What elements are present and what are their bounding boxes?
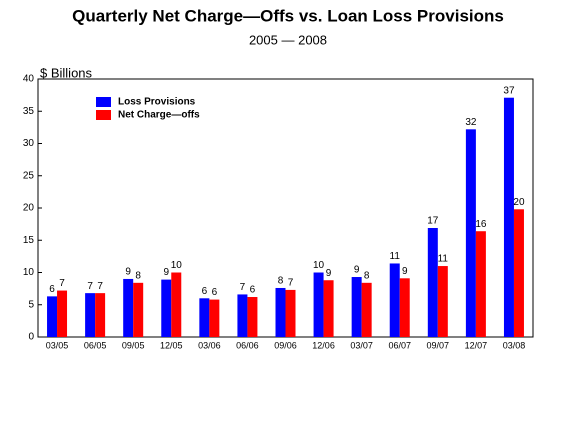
value-label: 8 — [278, 276, 284, 287]
value-label: 7 — [87, 281, 93, 292]
x-tick-label: 06/06 — [236, 340, 259, 350]
bar — [323, 280, 334, 337]
legend-swatch — [96, 110, 111, 120]
y-tick-label: 15 — [23, 235, 35, 246]
bar — [351, 277, 362, 337]
value-label: 9 — [125, 267, 131, 278]
value-label: 7 — [288, 278, 294, 289]
bar — [209, 299, 220, 337]
y-tick-label: 40 — [23, 74, 35, 85]
x-tick-label: 03/06 — [198, 340, 221, 350]
bar — [427, 227, 438, 337]
chart-title: Quarterly Net Charge—Offs vs. Loan Loss … — [72, 6, 504, 25]
x-tick-label: 09/06 — [274, 340, 297, 350]
bar — [123, 278, 134, 337]
value-label: 6 — [49, 284, 55, 295]
value-label: 17 — [427, 216, 439, 227]
bar — [275, 287, 286, 337]
x-tick-label: 03/08 — [503, 340, 526, 350]
bar — [389, 263, 400, 337]
x-tick-label: 12/07 — [465, 340, 488, 350]
bar — [513, 209, 524, 337]
bar — [237, 294, 248, 337]
bar — [361, 282, 372, 337]
x-tick-label: 06/07 — [388, 340, 411, 350]
chart-subtitle: 2005 — 2008 — [249, 32, 327, 47]
value-label: 9 — [402, 266, 408, 277]
value-label: 9 — [354, 265, 360, 276]
bar — [465, 129, 476, 337]
value-label: 20 — [513, 197, 525, 208]
bar — [313, 272, 324, 337]
value-label: 11 — [390, 251, 401, 262]
y-tick-label: 35 — [23, 106, 35, 117]
y-tick-label: 30 — [23, 138, 35, 149]
bar — [57, 290, 68, 337]
x-tick-label: 03/05 — [46, 340, 69, 350]
y-tick-label: 5 — [28, 299, 34, 310]
value-label: 8 — [364, 270, 370, 281]
y-tick-label: 20 — [23, 203, 35, 214]
legend-swatch — [96, 97, 111, 107]
value-label: 11 — [438, 254, 449, 265]
bar — [161, 279, 172, 337]
bar — [171, 272, 182, 337]
y-tick-label: 10 — [23, 267, 35, 278]
value-label: 9 — [326, 268, 332, 279]
value-label: 10 — [313, 260, 325, 271]
x-tick-label: 09/07 — [427, 340, 450, 350]
value-label: 37 — [503, 85, 515, 96]
value-label: 7 — [240, 282, 246, 293]
bar — [285, 289, 296, 337]
bar — [475, 231, 486, 337]
bar — [399, 278, 410, 337]
value-label: 10 — [171, 260, 183, 271]
value-label: 6 — [212, 287, 218, 298]
bar — [133, 282, 144, 337]
value-label: 6 — [250, 285, 256, 296]
value-label: 16 — [475, 219, 487, 230]
x-tick-label: 09/05 — [122, 340, 145, 350]
y-tick-label: 25 — [23, 170, 35, 181]
value-label: 7 — [97, 281, 103, 292]
legend-label: Loss Provisions — [118, 97, 196, 108]
bar — [503, 97, 514, 337]
value-label: 9 — [163, 267, 169, 278]
bar — [199, 298, 210, 337]
x-tick-label: 12/06 — [312, 340, 335, 350]
bar — [85, 293, 96, 337]
value-label: 7 — [59, 278, 65, 289]
value-label: 6 — [202, 286, 208, 297]
value-label: 8 — [135, 270, 141, 281]
y-axis-label: $ Billions — [40, 65, 93, 80]
bar — [437, 266, 448, 337]
x-tick-label: 12/05 — [160, 340, 183, 350]
bar — [247, 297, 258, 337]
x-tick-label: 06/05 — [84, 340, 107, 350]
value-label: 32 — [465, 117, 477, 128]
bar — [95, 293, 106, 337]
x-tick-label: 03/07 — [350, 340, 373, 350]
legend-label: Net Charge—offs — [118, 110, 200, 121]
y-tick-label: 0 — [28, 332, 34, 343]
bar — [47, 296, 58, 337]
